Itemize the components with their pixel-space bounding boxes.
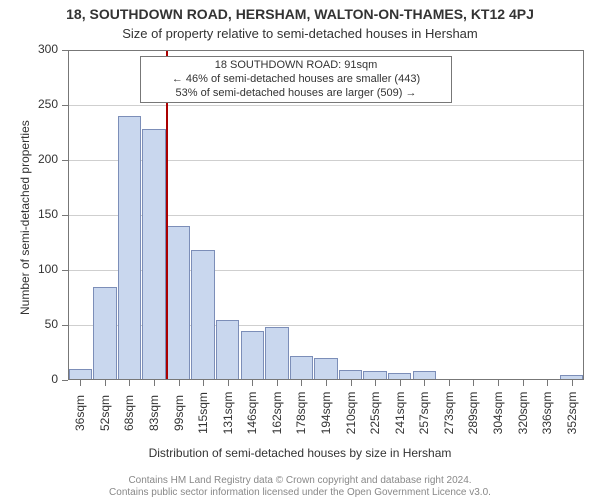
x-tick-label: 178sqm xyxy=(294,389,308,437)
x-tick-label: 320sqm xyxy=(516,389,530,437)
x-tick xyxy=(179,380,180,386)
x-tick xyxy=(351,380,352,386)
x-tick xyxy=(473,380,474,386)
y-tick-label: 50 xyxy=(28,317,58,331)
y-tick-label: 300 xyxy=(28,42,58,56)
y-tick xyxy=(62,270,68,271)
y-tick-label: 250 xyxy=(28,97,58,111)
y-tick xyxy=(62,160,68,161)
chart-title-description: Size of property relative to semi-detach… xyxy=(0,26,600,41)
annotation-box: 18 SOUTHDOWN ROAD: 91sqm← 46% of semi-de… xyxy=(140,56,452,103)
x-tick xyxy=(424,380,425,386)
x-tick-label: 162sqm xyxy=(270,389,284,437)
x-tick xyxy=(80,380,81,386)
annotation-line: 53% of semi-detached houses are larger (… xyxy=(147,87,445,101)
y-tick xyxy=(62,380,68,381)
annotation-line: ← 46% of semi-detached houses are smalle… xyxy=(147,73,445,87)
x-tick xyxy=(252,380,253,386)
x-tick-label: 289sqm xyxy=(466,389,480,437)
y-tick-label: 0 xyxy=(28,372,58,386)
footer-copyright-2: Contains public sector information licen… xyxy=(0,487,600,498)
x-tick-label: 194sqm xyxy=(319,389,333,437)
x-tick-label: 115sqm xyxy=(196,389,210,437)
x-tick xyxy=(449,380,450,386)
x-tick-label: 273sqm xyxy=(442,389,456,437)
x-tick xyxy=(326,380,327,386)
x-axis-label: Distribution of semi-detached houses by … xyxy=(0,446,600,460)
x-tick xyxy=(572,380,573,386)
y-tick xyxy=(62,105,68,106)
x-tick-label: 304sqm xyxy=(491,389,505,437)
x-tick-label: 83sqm xyxy=(147,389,161,437)
x-tick xyxy=(498,380,499,386)
x-tick xyxy=(375,380,376,386)
x-tick xyxy=(400,380,401,386)
y-tick-label: 100 xyxy=(28,262,58,276)
y-tick xyxy=(62,50,68,51)
x-tick xyxy=(277,380,278,386)
x-tick-label: 52sqm xyxy=(98,389,112,437)
x-tick xyxy=(301,380,302,386)
x-tick-label: 225sqm xyxy=(368,389,382,437)
y-tick xyxy=(62,325,68,326)
annotation-line: 18 SOUTHDOWN ROAD: 91sqm xyxy=(147,59,445,73)
x-tick xyxy=(129,380,130,386)
x-tick-label: 36sqm xyxy=(73,389,87,437)
x-tick-label: 99sqm xyxy=(172,389,186,437)
x-tick xyxy=(228,380,229,386)
x-tick xyxy=(154,380,155,386)
x-tick xyxy=(523,380,524,386)
x-tick-label: 352sqm xyxy=(565,389,579,437)
x-tick-label: 257sqm xyxy=(417,389,431,437)
x-tick xyxy=(203,380,204,386)
y-tick-label: 200 xyxy=(28,152,58,166)
x-tick-label: 146sqm xyxy=(245,389,259,437)
x-tick-label: 210sqm xyxy=(344,389,358,437)
footer-copyright-1: Contains HM Land Registry data © Crown c… xyxy=(0,475,600,486)
x-tick-label: 336sqm xyxy=(540,389,554,437)
chart-title-address: 18, SOUTHDOWN ROAD, HERSHAM, WALTON-ON-T… xyxy=(0,6,600,22)
y-tick xyxy=(62,215,68,216)
y-tick-label: 150 xyxy=(28,207,58,221)
x-tick-label: 68sqm xyxy=(122,389,136,437)
x-tick xyxy=(105,380,106,386)
x-tick-label: 131sqm xyxy=(221,389,235,437)
x-tick xyxy=(547,380,548,386)
x-tick-label: 241sqm xyxy=(393,389,407,437)
